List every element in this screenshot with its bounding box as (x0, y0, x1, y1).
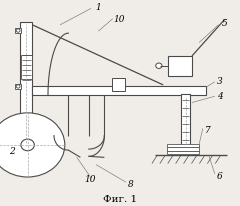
Text: 4: 4 (217, 91, 222, 100)
Text: 5: 5 (222, 19, 227, 28)
Bar (168, 57, 192, 76)
Bar (112, 78, 125, 92)
Circle shape (21, 139, 34, 151)
Text: 10: 10 (84, 174, 96, 183)
Text: 6: 6 (217, 171, 222, 180)
Text: 8: 8 (128, 179, 134, 188)
Bar (20, 23, 32, 145)
Bar (15, 84, 21, 90)
Text: 2: 2 (9, 146, 15, 155)
Bar (15, 29, 21, 34)
Text: 1: 1 (96, 3, 101, 12)
Text: 3: 3 (217, 77, 222, 86)
Circle shape (156, 64, 162, 69)
Text: 10: 10 (113, 14, 125, 23)
Bar (21, 56, 32, 79)
Bar (181, 95, 190, 146)
Bar (32, 87, 206, 96)
Circle shape (0, 113, 65, 177)
Bar (167, 148, 199, 151)
Bar (167, 144, 199, 147)
Bar (167, 151, 199, 154)
Text: Фиг. 1: Фиг. 1 (103, 194, 137, 203)
Text: 7: 7 (205, 126, 210, 135)
